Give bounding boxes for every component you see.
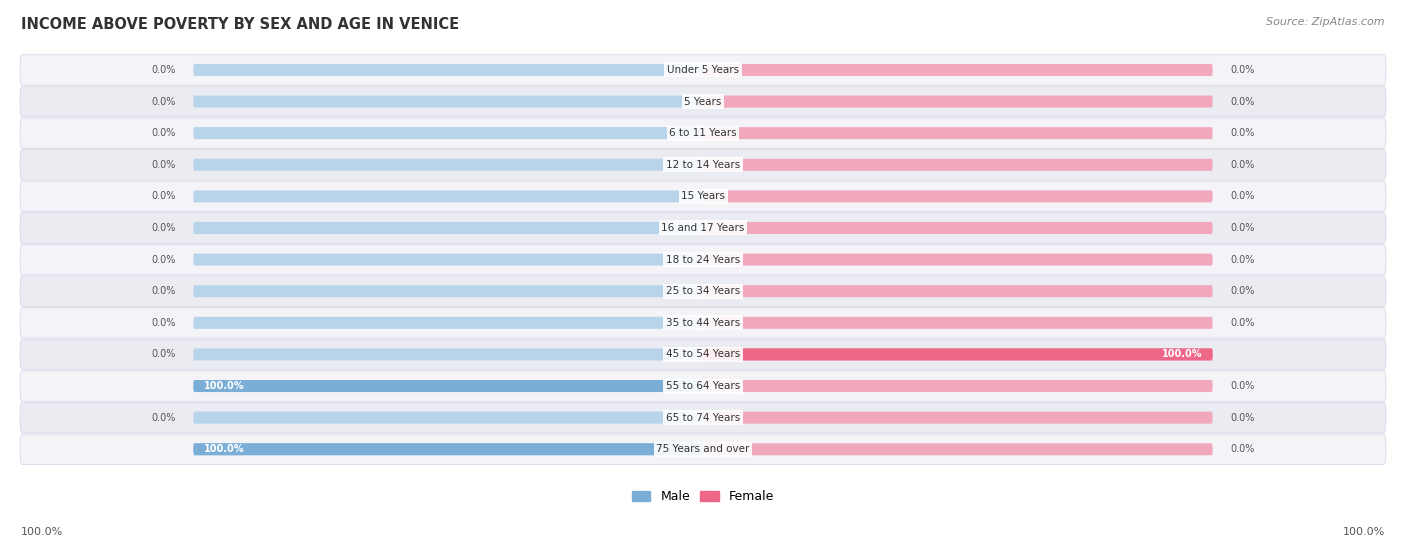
Text: 5 Years: 5 Years xyxy=(685,97,721,107)
FancyBboxPatch shape xyxy=(194,380,703,392)
FancyBboxPatch shape xyxy=(703,348,1212,361)
FancyBboxPatch shape xyxy=(194,254,703,266)
FancyBboxPatch shape xyxy=(20,118,1386,148)
FancyBboxPatch shape xyxy=(703,443,1212,455)
Text: Under 5 Years: Under 5 Years xyxy=(666,65,740,75)
FancyBboxPatch shape xyxy=(194,317,703,329)
FancyBboxPatch shape xyxy=(20,244,1386,275)
FancyBboxPatch shape xyxy=(194,96,703,107)
Text: 0.0%: 0.0% xyxy=(1230,413,1254,423)
FancyBboxPatch shape xyxy=(703,285,1212,297)
Text: 0.0%: 0.0% xyxy=(1230,191,1254,201)
FancyBboxPatch shape xyxy=(20,276,1386,306)
Text: 15 Years: 15 Years xyxy=(681,191,725,201)
Text: 55 to 64 Years: 55 to 64 Years xyxy=(666,381,740,391)
FancyBboxPatch shape xyxy=(194,348,703,361)
Text: 0.0%: 0.0% xyxy=(152,128,176,138)
Text: 0.0%: 0.0% xyxy=(1230,97,1254,107)
Legend: Male, Female: Male, Female xyxy=(627,485,779,508)
Text: INCOME ABOVE POVERTY BY SEX AND AGE IN VENICE: INCOME ABOVE POVERTY BY SEX AND AGE IN V… xyxy=(21,17,460,32)
Text: Source: ZipAtlas.com: Source: ZipAtlas.com xyxy=(1267,17,1385,27)
Text: 0.0%: 0.0% xyxy=(152,318,176,328)
FancyBboxPatch shape xyxy=(194,64,703,76)
Text: 0.0%: 0.0% xyxy=(1230,160,1254,170)
Text: 0.0%: 0.0% xyxy=(1230,223,1254,233)
Text: 0.0%: 0.0% xyxy=(1230,254,1254,264)
FancyBboxPatch shape xyxy=(20,434,1386,465)
FancyBboxPatch shape xyxy=(194,443,703,455)
FancyBboxPatch shape xyxy=(194,285,703,297)
FancyBboxPatch shape xyxy=(20,150,1386,180)
FancyBboxPatch shape xyxy=(703,411,1212,424)
FancyBboxPatch shape xyxy=(703,254,1212,266)
Text: 0.0%: 0.0% xyxy=(152,160,176,170)
Text: 0.0%: 0.0% xyxy=(1230,381,1254,391)
FancyBboxPatch shape xyxy=(703,96,1212,107)
Text: 0.0%: 0.0% xyxy=(1230,286,1254,296)
Text: 0.0%: 0.0% xyxy=(1230,444,1254,454)
Text: 100.0%: 100.0% xyxy=(21,527,63,537)
FancyBboxPatch shape xyxy=(20,87,1386,117)
Text: 100.0%: 100.0% xyxy=(1343,527,1385,537)
FancyBboxPatch shape xyxy=(703,222,1212,234)
FancyBboxPatch shape xyxy=(703,348,1212,361)
FancyBboxPatch shape xyxy=(703,159,1212,170)
Text: 16 and 17 Years: 16 and 17 Years xyxy=(661,223,745,233)
Text: 0.0%: 0.0% xyxy=(152,65,176,75)
FancyBboxPatch shape xyxy=(20,55,1386,85)
FancyBboxPatch shape xyxy=(703,127,1212,139)
FancyBboxPatch shape xyxy=(20,402,1386,433)
Text: 0.0%: 0.0% xyxy=(152,286,176,296)
FancyBboxPatch shape xyxy=(194,127,703,139)
FancyBboxPatch shape xyxy=(20,213,1386,243)
Text: 0.0%: 0.0% xyxy=(152,349,176,359)
FancyBboxPatch shape xyxy=(20,339,1386,369)
Text: 0.0%: 0.0% xyxy=(1230,128,1254,138)
Text: 0.0%: 0.0% xyxy=(152,254,176,264)
Text: 45 to 54 Years: 45 to 54 Years xyxy=(666,349,740,359)
Text: 25 to 34 Years: 25 to 34 Years xyxy=(666,286,740,296)
Text: 35 to 44 Years: 35 to 44 Years xyxy=(666,318,740,328)
FancyBboxPatch shape xyxy=(194,222,703,234)
Text: 100.0%: 100.0% xyxy=(204,381,245,391)
Text: 0.0%: 0.0% xyxy=(1230,318,1254,328)
Text: 0.0%: 0.0% xyxy=(152,191,176,201)
Text: 0.0%: 0.0% xyxy=(1230,65,1254,75)
Text: 18 to 24 Years: 18 to 24 Years xyxy=(666,254,740,264)
Text: 12 to 14 Years: 12 to 14 Years xyxy=(666,160,740,170)
FancyBboxPatch shape xyxy=(703,317,1212,329)
Text: 100.0%: 100.0% xyxy=(1161,349,1202,359)
FancyBboxPatch shape xyxy=(20,307,1386,338)
Text: 65 to 74 Years: 65 to 74 Years xyxy=(666,413,740,423)
FancyBboxPatch shape xyxy=(20,371,1386,401)
FancyBboxPatch shape xyxy=(703,64,1212,76)
Text: 0.0%: 0.0% xyxy=(152,223,176,233)
FancyBboxPatch shape xyxy=(194,380,703,392)
Text: 0.0%: 0.0% xyxy=(152,413,176,423)
FancyBboxPatch shape xyxy=(194,159,703,170)
FancyBboxPatch shape xyxy=(703,191,1212,202)
Text: 100.0%: 100.0% xyxy=(204,444,245,454)
Text: 75 Years and over: 75 Years and over xyxy=(657,444,749,454)
FancyBboxPatch shape xyxy=(703,380,1212,392)
FancyBboxPatch shape xyxy=(194,191,703,202)
Text: 6 to 11 Years: 6 to 11 Years xyxy=(669,128,737,138)
FancyBboxPatch shape xyxy=(194,443,703,455)
FancyBboxPatch shape xyxy=(20,181,1386,211)
Text: 0.0%: 0.0% xyxy=(152,97,176,107)
FancyBboxPatch shape xyxy=(194,411,703,424)
